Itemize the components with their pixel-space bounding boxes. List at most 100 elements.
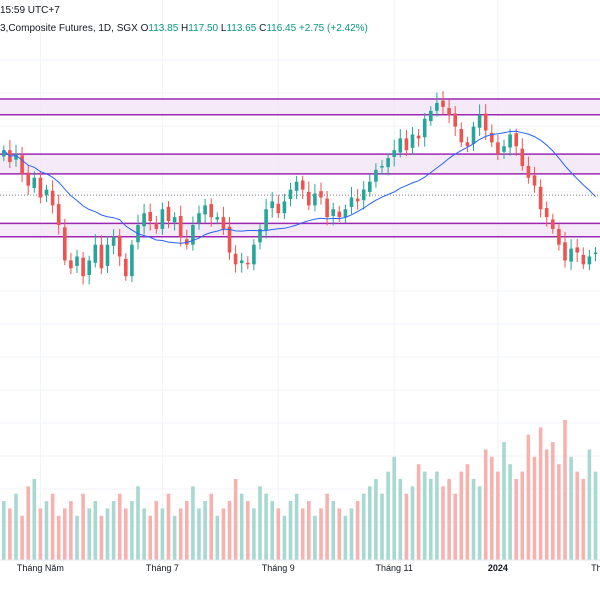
candle-body[interactable]	[544, 208, 549, 218]
candle-body[interactable]	[191, 225, 195, 245]
candle-body[interactable]	[252, 244, 256, 265]
candle-body[interactable]	[38, 177, 43, 198]
candle-body[interactable]	[593, 252, 598, 255]
volume-bar	[258, 486, 262, 560]
candle-body[interactable]	[239, 260, 244, 264]
candle-body[interactable]	[209, 204, 213, 218]
candle-body[interactable]	[117, 235, 122, 257]
candle-body[interactable]	[56, 204, 61, 225]
candle-body[interactable]	[44, 189, 49, 196]
symbol-name[interactable]: 3,Composite Futures, 1D, SGX	[0, 23, 138, 34]
candle-body[interactable]	[355, 198, 360, 202]
candle-body[interactable]	[337, 211, 342, 218]
candle-body[interactable]	[276, 203, 281, 214]
candle-body[interactable]	[361, 189, 366, 201]
candle-body[interactable]	[32, 177, 37, 188]
candle-body[interactable]	[166, 206, 171, 222]
candle-body[interactable]	[282, 201, 287, 214]
candle-body[interactable]	[575, 247, 579, 253]
candle-body[interactable]	[233, 253, 238, 265]
candle-body[interactable]	[526, 165, 531, 178]
candle-body[interactable]	[471, 126, 476, 144]
candle-body[interactable]	[203, 205, 207, 215]
candle-body[interactable]	[288, 189, 293, 200]
candle-body[interactable]	[50, 190, 55, 206]
candle-body[interactable]	[264, 209, 268, 231]
candle-body[interactable]	[99, 244, 104, 269]
candle-body[interactable]	[508, 134, 512, 148]
candle-body[interactable]	[69, 260, 73, 269]
candle-body[interactable]	[520, 148, 525, 166]
candle-body[interactable]	[447, 108, 451, 115]
candle-body[interactable]	[325, 198, 329, 218]
candle-body[interactable]	[300, 180, 305, 190]
candle-body[interactable]	[496, 142, 500, 155]
candle-body[interactable]	[477, 114, 482, 128]
candle-body[interactable]	[160, 209, 165, 229]
candle-body[interactable]	[258, 228, 262, 243]
candle-body[interactable]	[111, 236, 116, 246]
candle-body[interactable]	[563, 242, 567, 261]
candle-body[interactable]	[20, 155, 24, 174]
moving-average-line[interactable]	[3, 130, 596, 244]
candle-body[interactable]	[319, 191, 323, 198]
candle-body[interactable]	[557, 228, 561, 245]
candle-body[interactable]	[374, 169, 378, 182]
candle-body[interactable]	[392, 150, 396, 157]
candle-body[interactable]	[416, 135, 421, 139]
candle-body[interactable]	[75, 256, 79, 266]
candle-body[interactable]	[221, 217, 226, 229]
candle-body[interactable]	[435, 102, 439, 111]
candle-body[interactable]	[185, 239, 189, 245]
candle-body[interactable]	[142, 213, 146, 227]
candle-body[interactable]	[368, 181, 372, 192]
candle-body[interactable]	[441, 100, 445, 107]
candle-body[interactable]	[404, 138, 409, 151]
candle-body[interactable]	[270, 201, 274, 209]
candle-body[interactable]	[124, 258, 128, 277]
candle-body[interactable]	[349, 197, 354, 207]
candle-body[interactable]	[459, 128, 464, 143]
candle-body[interactable]	[465, 142, 470, 147]
candle-body[interactable]	[380, 165, 384, 168]
candle-body[interactable]	[331, 209, 335, 216]
candle-body[interactable]	[172, 217, 177, 223]
candle-body[interactable]	[343, 209, 348, 218]
candle-body[interactable]	[538, 186, 543, 210]
candle-body[interactable]	[514, 133, 518, 147]
candle-body[interactable]	[569, 248, 573, 262]
candle-body[interactable]	[26, 172, 30, 186]
candle-body[interactable]	[429, 110, 433, 122]
candle-body[interactable]	[502, 146, 506, 152]
candle-body[interactable]	[154, 223, 159, 229]
candle-body[interactable]	[398, 138, 403, 153]
candle-body[interactable]	[130, 244, 134, 277]
candle-body[interactable]	[483, 113, 488, 131]
candle-body[interactable]	[307, 191, 311, 206]
candle-body[interactable]	[81, 257, 85, 277]
candle-body[interactable]	[14, 154, 18, 160]
candle-body[interactable]	[227, 226, 232, 253]
candle-body[interactable]	[178, 215, 183, 237]
candle-body[interactable]	[148, 212, 152, 222]
candle-body[interactable]	[87, 260, 91, 275]
candle-body[interactable]	[587, 256, 592, 265]
candle-body[interactable]	[313, 193, 317, 206]
candle-body[interactable]	[63, 227, 67, 261]
candle-body[interactable]	[581, 254, 586, 265]
candle-body[interactable]	[422, 118, 427, 138]
candle-body[interactable]	[294, 181, 299, 191]
candle-body[interactable]	[215, 217, 220, 220]
candle-body[interactable]	[246, 262, 250, 265]
candle-body[interactable]	[490, 132, 494, 143]
candle-body[interactable]	[386, 158, 390, 168]
candle-body[interactable]	[93, 244, 98, 263]
candle-body[interactable]	[551, 219, 555, 229]
candle-body[interactable]	[197, 213, 201, 223]
candle-body[interactable]	[453, 113, 457, 127]
candle-body[interactable]	[105, 244, 110, 266]
candle-body[interactable]	[532, 175, 537, 186]
candle-body[interactable]	[410, 134, 415, 148]
candle-body[interactable]	[2, 150, 6, 157]
